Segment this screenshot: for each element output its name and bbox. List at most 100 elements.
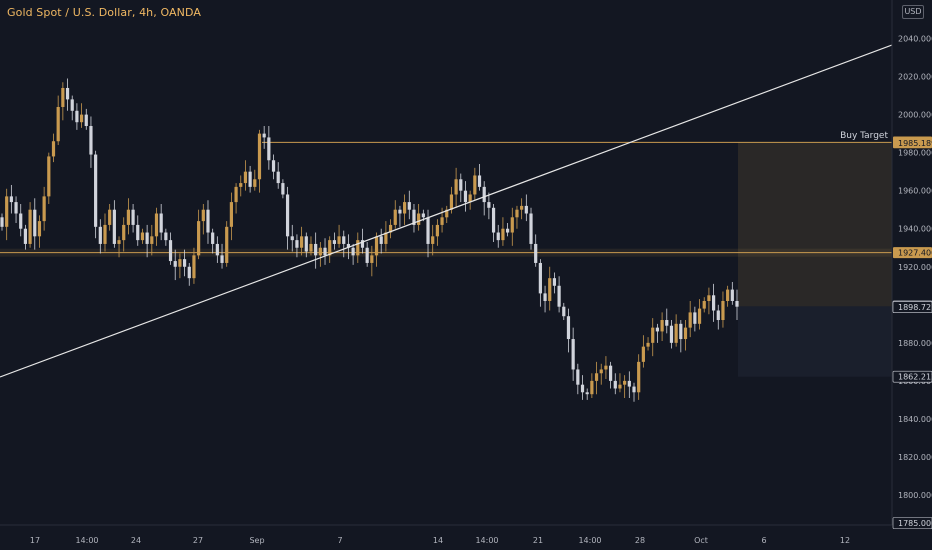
candle <box>623 380 627 385</box>
x-tick-label: 12 <box>840 536 850 545</box>
candle <box>702 300 706 309</box>
candle <box>679 323 683 340</box>
candle <box>552 278 557 286</box>
candle <box>140 232 145 241</box>
candle <box>454 179 458 195</box>
candle <box>47 156 51 197</box>
candle <box>501 228 505 241</box>
candle <box>290 236 294 241</box>
y-tick-label: 1960.000 <box>898 187 932 196</box>
candle <box>538 262 542 294</box>
candle <box>19 213 23 229</box>
candle <box>126 209 131 225</box>
x-tick-label: 7 <box>337 536 342 545</box>
candle <box>463 190 468 203</box>
candle <box>520 205 524 210</box>
candle <box>159 213 163 233</box>
candle <box>33 209 37 237</box>
candle <box>84 114 88 127</box>
candle <box>468 194 472 203</box>
candle <box>637 361 641 393</box>
candle <box>276 171 280 184</box>
candle <box>342 236 346 244</box>
candle <box>5 196 9 227</box>
candle <box>271 160 276 172</box>
candle <box>70 99 74 111</box>
candle <box>215 243 219 256</box>
candle <box>585 392 589 395</box>
candle <box>229 202 233 227</box>
candle <box>98 226 102 244</box>
candle <box>122 224 126 241</box>
candle <box>192 255 196 279</box>
y-tick-label: 1880.000 <box>898 339 932 348</box>
candle <box>23 228 28 244</box>
candle <box>393 209 397 225</box>
candle <box>318 247 322 256</box>
candle <box>693 312 697 324</box>
candle <box>473 175 477 195</box>
x-tick-label: 14:00 <box>578 536 601 545</box>
x-tick-label: Oct <box>694 536 708 545</box>
currency-button[interactable]: USD <box>902 5 924 19</box>
candle <box>379 236 383 244</box>
candle <box>154 213 159 237</box>
candle <box>697 308 702 324</box>
candle <box>388 224 393 233</box>
candle <box>627 380 631 387</box>
candle <box>281 183 285 195</box>
candle <box>206 209 210 233</box>
candle <box>28 209 32 244</box>
candle <box>688 312 692 328</box>
candle <box>566 316 571 340</box>
candle <box>262 133 266 138</box>
candle <box>168 240 173 262</box>
candle <box>136 224 140 241</box>
candle <box>365 247 369 263</box>
candle <box>730 289 734 301</box>
buy-target-label: Buy Target <box>840 131 888 141</box>
candle <box>94 154 98 227</box>
candle <box>225 226 229 263</box>
candle <box>660 320 664 332</box>
price-label-box <box>892 370 932 383</box>
y-tick-label: 2000.000 <box>898 111 932 120</box>
candle <box>445 209 449 218</box>
candle <box>515 209 519 218</box>
candle <box>257 133 262 180</box>
candle <box>548 278 552 301</box>
candle <box>182 259 187 267</box>
x-tick-label: 24 <box>131 536 141 545</box>
candle <box>557 285 561 307</box>
price-label: 1927.400 <box>898 249 932 258</box>
candle <box>65 87 70 100</box>
y-tick-label: 2040.000 <box>898 35 932 44</box>
candle <box>267 137 271 161</box>
candle <box>356 240 360 256</box>
candle <box>721 300 725 321</box>
candle <box>79 114 84 123</box>
candle <box>314 243 318 256</box>
candle <box>580 384 585 393</box>
candle <box>529 213 533 244</box>
candle <box>103 224 107 244</box>
candle <box>590 380 594 395</box>
candle <box>211 232 215 244</box>
candle <box>487 202 491 208</box>
candle <box>421 213 425 218</box>
candle <box>534 243 538 263</box>
price-label: 1985.189 <box>898 139 932 148</box>
candle <box>370 255 374 263</box>
candle <box>524 205 528 214</box>
candle <box>360 240 365 248</box>
candle <box>477 175 482 187</box>
y-tick-label: 1920.000 <box>898 263 932 272</box>
candle <box>398 209 402 214</box>
candle <box>173 261 177 267</box>
candle <box>248 171 252 187</box>
candle <box>384 232 388 244</box>
candle <box>403 202 407 214</box>
candle <box>510 217 514 233</box>
candle <box>669 325 674 343</box>
